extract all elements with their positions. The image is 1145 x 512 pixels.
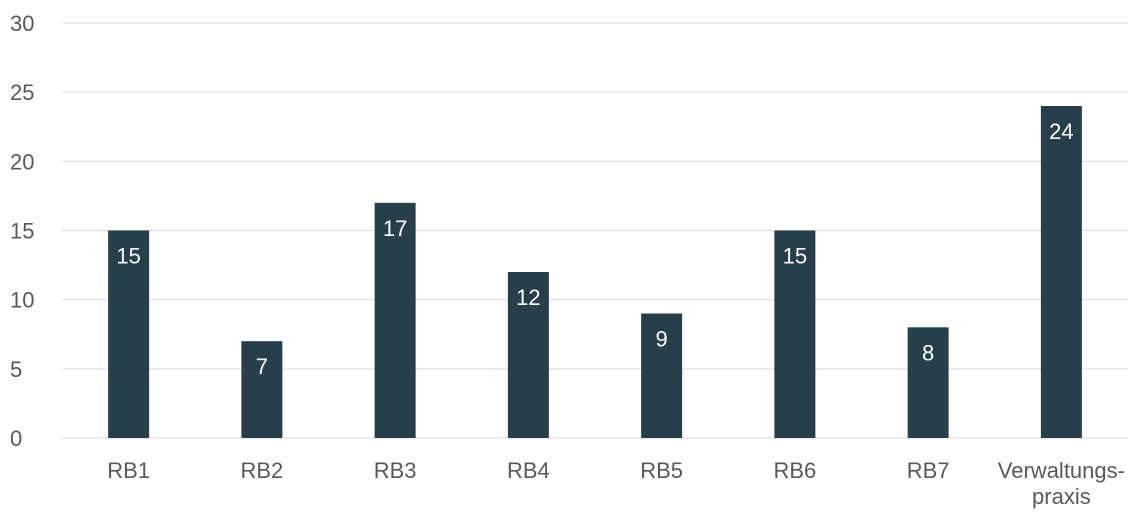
x-tick-label: RB6: [773, 458, 816, 483]
gridlines: [62, 22, 1128, 439]
bars: [108, 106, 1082, 438]
bar: [507, 272, 549, 438]
bar: [907, 327, 949, 438]
y-tick-label: 15: [10, 219, 34, 244]
data-label: 15: [116, 244, 140, 269]
x-tick-label: RB2: [240, 458, 283, 483]
bar: [241, 341, 283, 438]
data-label: 9: [656, 327, 668, 352]
data-label: 8: [922, 340, 934, 365]
data-label: 15: [783, 244, 807, 269]
y-tick-label: 0: [10, 426, 22, 451]
y-axis-ticks: 0 5 10 15 20 25 30: [10, 11, 34, 451]
x-tick-label: RB1: [107, 458, 150, 483]
y-tick-label: 10: [10, 288, 34, 313]
x-tick-label: RB4: [507, 458, 550, 483]
bar: [641, 313, 683, 438]
y-tick-label: 5: [10, 357, 22, 382]
bar: [108, 230, 150, 438]
x-tick-label: RB7: [907, 458, 950, 483]
x-tick-label: RB3: [374, 458, 417, 483]
y-tick-label: 20: [10, 149, 34, 174]
x-axis-ticks: RB1 RB2 RB3 RB4 RB5 RB6 RB7 Verwaltungs-praxis: [107, 458, 1125, 509]
bar: [1040, 106, 1082, 438]
y-tick-label: 30: [10, 11, 34, 36]
y-tick-label: 25: [10, 80, 34, 105]
bar: [374, 202, 416, 438]
x-tick-label: Verwaltungs-praxis: [998, 458, 1125, 509]
data-label: 24: [1049, 119, 1073, 144]
bar: [774, 230, 816, 438]
data-label: 7: [256, 354, 268, 379]
x-tick-label: RB5: [640, 458, 683, 483]
data-labels: 15 7 17 12 9 15 8 24: [116, 119, 1073, 379]
data-label: 17: [383, 216, 407, 241]
data-label: 12: [516, 285, 540, 310]
